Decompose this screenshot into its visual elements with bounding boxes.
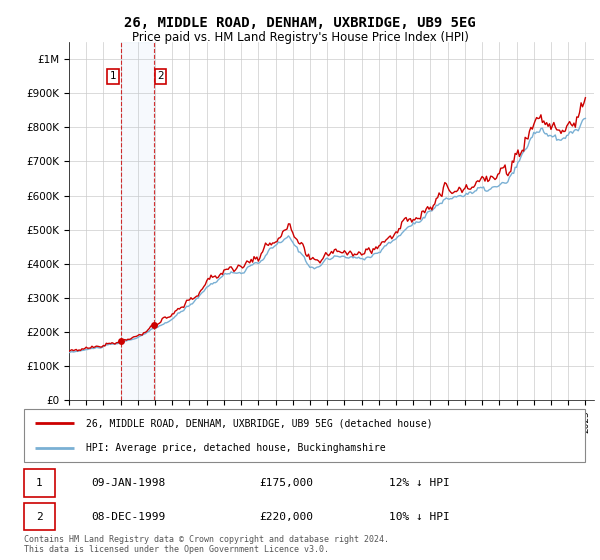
Text: £220,000: £220,000 (260, 512, 314, 521)
Text: 08-DEC-1999: 08-DEC-1999 (91, 512, 166, 521)
Text: 2: 2 (36, 512, 43, 521)
Text: 26, MIDDLE ROAD, DENHAM, UXBRIDGE, UB9 5EG: 26, MIDDLE ROAD, DENHAM, UXBRIDGE, UB9 5… (124, 16, 476, 30)
Text: 1: 1 (36, 478, 43, 488)
Bar (24, 503, 55, 530)
Text: HPI: Average price, detached house, Buckinghamshire: HPI: Average price, detached house, Buck… (86, 443, 385, 453)
Text: 10% ↓ HPI: 10% ↓ HPI (389, 512, 449, 521)
Text: Contains HM Land Registry data © Crown copyright and database right 2024.
This d: Contains HM Land Registry data © Crown c… (24, 535, 389, 554)
Bar (24, 469, 55, 497)
Text: 2: 2 (157, 71, 164, 81)
Text: 09-JAN-1998: 09-JAN-1998 (91, 478, 166, 488)
Bar (121, 42, 154, 400)
Text: 26, MIDDLE ROAD, DENHAM, UXBRIDGE, UB9 5EG (detached house): 26, MIDDLE ROAD, DENHAM, UXBRIDGE, UB9 5… (86, 419, 433, 429)
Text: 1: 1 (109, 71, 116, 81)
Text: £175,000: £175,000 (260, 478, 314, 488)
Text: Price paid vs. HM Land Registry's House Price Index (HPI): Price paid vs. HM Land Registry's House … (131, 31, 469, 44)
Text: 12% ↓ HPI: 12% ↓ HPI (389, 478, 449, 488)
